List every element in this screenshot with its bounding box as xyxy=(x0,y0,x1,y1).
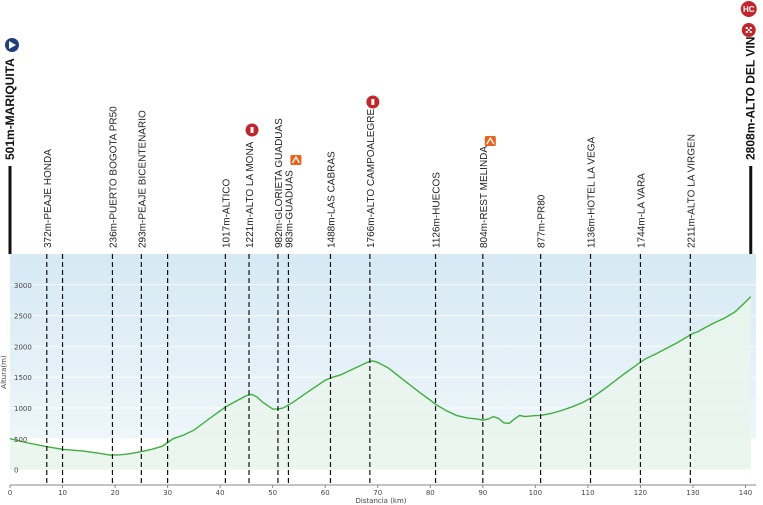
x-tick-label: 90 xyxy=(478,489,487,497)
elevation-line xyxy=(9,296,752,456)
waypoint-label: 983m-GUADUAS xyxy=(284,170,295,248)
hc-badge-label: HC xyxy=(743,5,755,14)
feed-zone-glyph xyxy=(291,155,300,164)
x-tick-label: 40 xyxy=(216,489,225,497)
waypoint-label: 2808m-ALTO DEL VINO xyxy=(744,27,758,160)
finish-flag-square xyxy=(747,29,750,31)
x-tick-label: 80 xyxy=(426,489,435,497)
x-axis-label: Distancia (km) xyxy=(355,497,406,505)
x-tick-label: 130 xyxy=(686,489,699,497)
waypoint-label: 1221m-ALTO LA MONA xyxy=(245,141,256,248)
x-tick-label: 10 xyxy=(58,489,67,497)
x-tick-label: 70 xyxy=(373,489,382,497)
axes: 0 10 20 30 40 50 60 70 80 90 100 110 120 130 140 0 500 10… xyxy=(8,282,756,497)
x-tick-label: 120 xyxy=(634,489,647,497)
hc-badge-icon xyxy=(740,1,757,17)
elevation-fill xyxy=(10,296,751,470)
waypoint-label: 2211m-ALTO LA VIRGEN xyxy=(686,134,697,248)
x-tick-label: 50 xyxy=(268,489,277,497)
x-tick-label: 20 xyxy=(111,489,120,497)
y-axis-label: Altura(m) xyxy=(0,355,8,389)
waypoint-label: 1136m-HOTEL LA VEGA xyxy=(587,137,598,248)
waypoint-labels: 501m-MARIQUITA 372m-PEAJE HONDA 236m-PUERT… xyxy=(3,27,758,248)
kom-icon-mark xyxy=(371,99,375,105)
waypoint-label: 804m-REST MELINDA xyxy=(479,146,490,248)
kom-icon-mark xyxy=(250,127,254,133)
y-tick-label: 0 xyxy=(14,467,18,475)
start-arrow-icon xyxy=(9,41,16,49)
finish-flag-square xyxy=(749,31,752,33)
y-tick-label: 2500 xyxy=(14,313,32,321)
waypoint-label: 372m-PEAJE HONDA xyxy=(43,149,54,248)
y-tick-label: 2000 xyxy=(14,343,32,351)
y-tick-label: 1000 xyxy=(14,405,32,413)
waypoint-label: 1017m-ALTICO xyxy=(221,178,232,248)
x-tick-label: 30 xyxy=(163,489,172,497)
y-tick-label: 500 xyxy=(14,436,27,444)
feed-zone-glyph xyxy=(486,136,495,145)
finish-flag-square xyxy=(745,31,748,33)
y-tick-label: 1500 xyxy=(14,374,32,382)
waypoint-label: 501m-MARIQUITA xyxy=(3,58,17,160)
x-tick-label: 110 xyxy=(581,489,594,497)
finish-flag-square xyxy=(745,27,748,29)
waypoint-markers: HC xyxy=(5,1,757,165)
elevation-area xyxy=(9,296,752,470)
y-tick-label: 3000 xyxy=(14,282,32,290)
waypoint-label: 982m-GLORIETA GUADUAS xyxy=(274,118,285,248)
waypoint-label: 877m-PR80 xyxy=(537,194,548,248)
x-tick-label: 60 xyxy=(321,489,330,497)
waypoint-label: 1488m-LAS CABRAS xyxy=(326,151,337,248)
waypoint-label: 236m-PUERTO BOGOTA PR50 xyxy=(108,106,119,248)
waypoint-label: 293m-PEAJE BICENTENARIO xyxy=(137,110,148,248)
finish-flag-square xyxy=(749,27,752,29)
x-tick-label: 140 xyxy=(739,489,752,497)
waypoint-label: 1126m-HUECOS xyxy=(432,172,443,248)
x-tick-label: 0 xyxy=(8,489,12,497)
waypoint-label: 1766m-ALTO CAMPOALEGRE xyxy=(366,109,377,248)
waypoint-label: 1744m-LA VARA xyxy=(636,173,647,248)
x-tick-label: 100 xyxy=(529,489,542,497)
waypoint-lines xyxy=(8,166,753,485)
